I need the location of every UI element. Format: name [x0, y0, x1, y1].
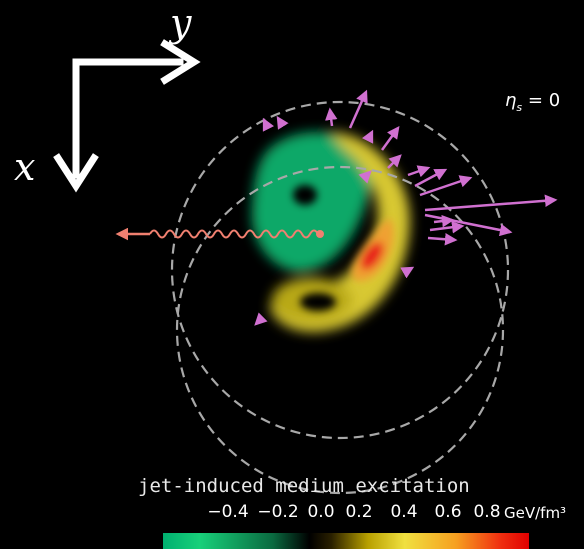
- flow-arrow: [429, 221, 465, 234]
- positive-excitation-halo: [270, 132, 410, 332]
- flow-arrow: [348, 89, 368, 129]
- flow-arrow: [276, 115, 289, 130]
- rapidity-label: ηs = 0: [505, 90, 561, 114]
- colorbar-gradient: [163, 533, 529, 549]
- dark-hole-lower: [300, 293, 336, 311]
- flow-arrow: [380, 125, 400, 151]
- colorbar-tick-labels: −0.4 −0.2 0.0 0.2 0.4 0.6 0.8: [196, 502, 501, 524]
- flow-arrow: [325, 107, 338, 127]
- jet-origin-dot: [316, 230, 324, 238]
- flow-arrow: [433, 214, 455, 228]
- flow-arrow: [419, 175, 473, 197]
- x-axis-label: x: [14, 145, 36, 189]
- jet-wavy-line: [149, 229, 319, 239]
- eta-value: = 0: [527, 90, 561, 111]
- eta-symbol: η: [505, 90, 517, 111]
- y-axis-arrowhead: [160, 39, 201, 85]
- flow-arrow: [427, 233, 458, 246]
- x-axis-arrowhead: [53, 153, 99, 193]
- peak-excitation-center: [360, 242, 384, 270]
- flow-arrow: [254, 312, 268, 326]
- colorbar-tick: 0.8: [473, 502, 501, 522]
- flow-arrow: [414, 168, 448, 188]
- coordinate-axes: [53, 39, 201, 193]
- flow-arrow: [424, 213, 513, 237]
- colorbar-tick: 0.4: [390, 502, 418, 522]
- flow-arrow: [262, 117, 275, 132]
- jet-parton: [115, 227, 324, 241]
- flow-arrow: [407, 165, 431, 178]
- colorbar-tick: 0.6: [434, 502, 462, 522]
- nucleus-circle-lower: [175, 165, 505, 495]
- flow-velocity-arrows: [254, 89, 558, 326]
- flow-arrow: [424, 194, 558, 212]
- colorbar-tick: −0.4: [207, 502, 249, 522]
- colorbar-unit: GeV/fm³: [504, 504, 567, 522]
- flow-arrow: [361, 129, 374, 144]
- colorbar-tick: −0.2: [257, 502, 299, 522]
- nucleus-circle-upper: [170, 100, 510, 440]
- colorbar-tick: 0.2: [345, 502, 373, 522]
- excitation-density-map: [251, 131, 410, 332]
- y-axis-label: y: [170, 1, 192, 45]
- flow-arrow: [387, 154, 402, 169]
- flow-arrow: [400, 266, 415, 279]
- flow-arrow: [358, 170, 372, 184]
- dark-hole-upper: [293, 185, 317, 205]
- colorbar-tick: 0.0: [307, 502, 335, 522]
- colorbar-title: jet-induced medium excitation: [138, 475, 470, 497]
- eta-subscript: s: [516, 101, 523, 114]
